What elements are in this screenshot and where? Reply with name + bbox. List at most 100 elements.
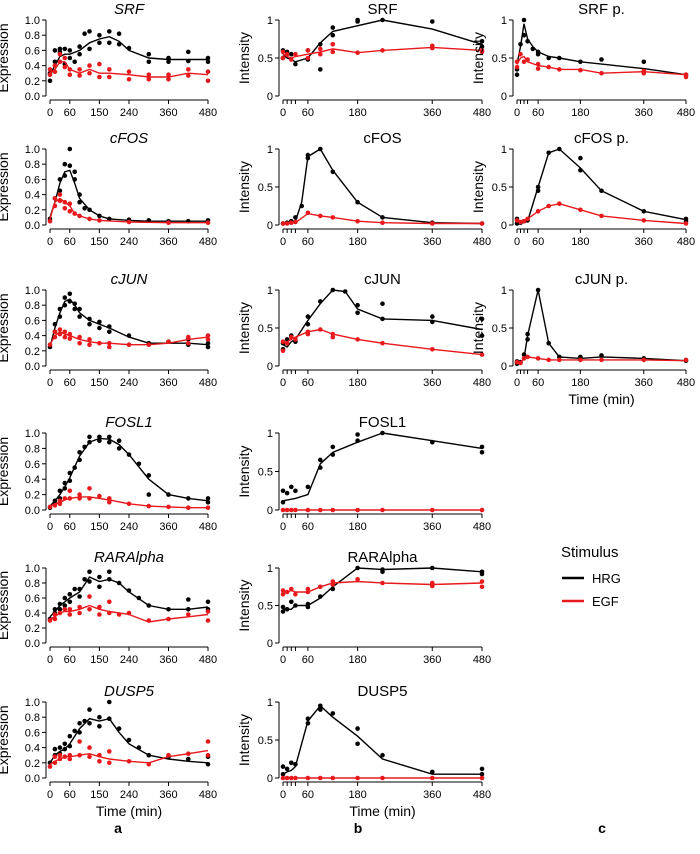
data-point-egf — [380, 48, 385, 53]
data-point-hrg — [146, 752, 152, 758]
y-tick-label: 0.8 — [25, 300, 40, 312]
x-tick-label: 60 — [302, 654, 314, 666]
data-point-hrg — [166, 59, 171, 65]
data-point-egf — [514, 218, 520, 223]
data-point-hrg — [430, 314, 435, 319]
x-tick-label: 0 — [47, 654, 53, 666]
data-point-hrg — [330, 32, 336, 38]
x-tick-label: 360 — [635, 377, 653, 389]
data-point-egf — [77, 73, 82, 78]
data-point-hrg — [146, 59, 152, 65]
data-point-egf — [205, 739, 211, 744]
chart-a6-dusp5: 0.0 0.2 0.4 0.6 0.8 1.0 0 60 150 240 360 480 DUSP5 Ex… — [0, 683, 217, 819]
series-egf — [514, 201, 689, 226]
data-point-hrg — [77, 457, 82, 463]
data-point-egf — [330, 507, 336, 513]
data-point-egf — [166, 72, 171, 77]
data-point-hrg — [318, 457, 323, 463]
x-tick-label: 480 — [473, 377, 491, 389]
data-point-hrg — [77, 721, 82, 726]
data-point-hrg — [107, 40, 112, 46]
y-tick-label: 0.5 — [258, 735, 273, 747]
y-tick-label: 0.2 — [25, 76, 40, 88]
data-point-egf — [330, 215, 336, 220]
data-point-hrg — [67, 55, 73, 61]
data-point-egf — [330, 42, 336, 47]
data-point-egf — [430, 347, 435, 352]
x-tick-label: 0 — [280, 236, 286, 248]
data-point-hrg — [557, 146, 562, 152]
data-point-egf — [479, 221, 485, 226]
data-point-egf — [280, 339, 286, 345]
data-point-egf — [330, 582, 336, 587]
y-tick-label: 1.0 — [25, 428, 40, 440]
data-point-egf — [67, 496, 73, 501]
series-hrg — [280, 17, 485, 72]
data-point-egf — [67, 336, 73, 341]
data-point-hrg — [305, 716, 311, 721]
data-point-hrg — [479, 333, 485, 338]
data-point-hrg — [330, 711, 336, 716]
legend-label-egf: EGF — [592, 594, 619, 609]
x-tick-label: 360 — [423, 107, 441, 119]
column-label-c: c — [598, 820, 606, 836]
data-point-egf — [47, 342, 53, 348]
data-point-hrg — [62, 486, 68, 491]
data-point-hrg — [535, 51, 541, 57]
data-point-hrg — [72, 59, 77, 65]
data-point-egf — [166, 339, 171, 345]
data-point-hrg — [305, 321, 311, 327]
y-tick-label: 0.0 — [25, 220, 40, 232]
data-point-hrg — [67, 146, 73, 152]
data-point-egf — [107, 749, 112, 754]
data-point-egf — [97, 218, 102, 223]
data-point-hrg — [430, 19, 435, 24]
x-tick-label: 60 — [532, 236, 544, 248]
chart-title: DUSP5 — [357, 683, 407, 700]
data-point-hrg — [521, 17, 527, 23]
data-point-egf — [57, 501, 63, 507]
data-point-egf — [186, 334, 191, 340]
x-tick-label: 180 — [348, 789, 366, 801]
y-tick-label: 1.0 — [25, 697, 40, 709]
data-point-egf — [87, 745, 92, 750]
data-point-hrg — [166, 492, 171, 497]
data-point-egf — [166, 77, 171, 82]
data-point-hrg — [57, 314, 63, 319]
data-point-egf — [62, 334, 68, 340]
data-point-hrg — [355, 17, 360, 23]
data-point-egf — [47, 218, 53, 224]
data-point-hrg — [57, 177, 63, 182]
series-line-hrg — [516, 148, 687, 224]
x-tick-label: 480 — [677, 107, 695, 119]
data-point-hrg — [126, 452, 132, 457]
data-point-egf — [57, 756, 63, 762]
data-point-egf — [67, 72, 73, 77]
data-point-egf — [641, 218, 647, 223]
data-point-hrg — [205, 344, 211, 350]
y-axis-label: Intensity — [470, 161, 486, 213]
data-point-hrg — [578, 155, 583, 161]
x-tick-label: 240 — [120, 107, 138, 119]
data-point-egf — [186, 340, 191, 346]
data-point-hrg — [57, 607, 63, 612]
data-point-egf — [289, 775, 294, 781]
data-point-hrg — [578, 168, 583, 173]
data-point-egf — [57, 198, 63, 203]
data-point-egf — [280, 221, 286, 226]
data-point-egf — [280, 507, 286, 513]
data-point-hrg — [77, 450, 82, 455]
y-tick-label: 1.0 — [25, 563, 40, 575]
data-point-egf — [166, 220, 171, 225]
data-point-egf — [62, 754, 68, 759]
data-point-hrg — [87, 316, 92, 322]
data-point-egf — [87, 63, 92, 68]
data-point-hrg — [641, 209, 647, 214]
data-point-egf — [67, 331, 73, 337]
series-line-hrg — [283, 567, 483, 610]
data-point-egf — [77, 67, 82, 72]
data-point-hrg — [479, 450, 485, 455]
chart-title: cJUN — [364, 271, 401, 288]
data-point-hrg — [87, 707, 92, 712]
x-tick-label: 60 — [64, 521, 76, 533]
